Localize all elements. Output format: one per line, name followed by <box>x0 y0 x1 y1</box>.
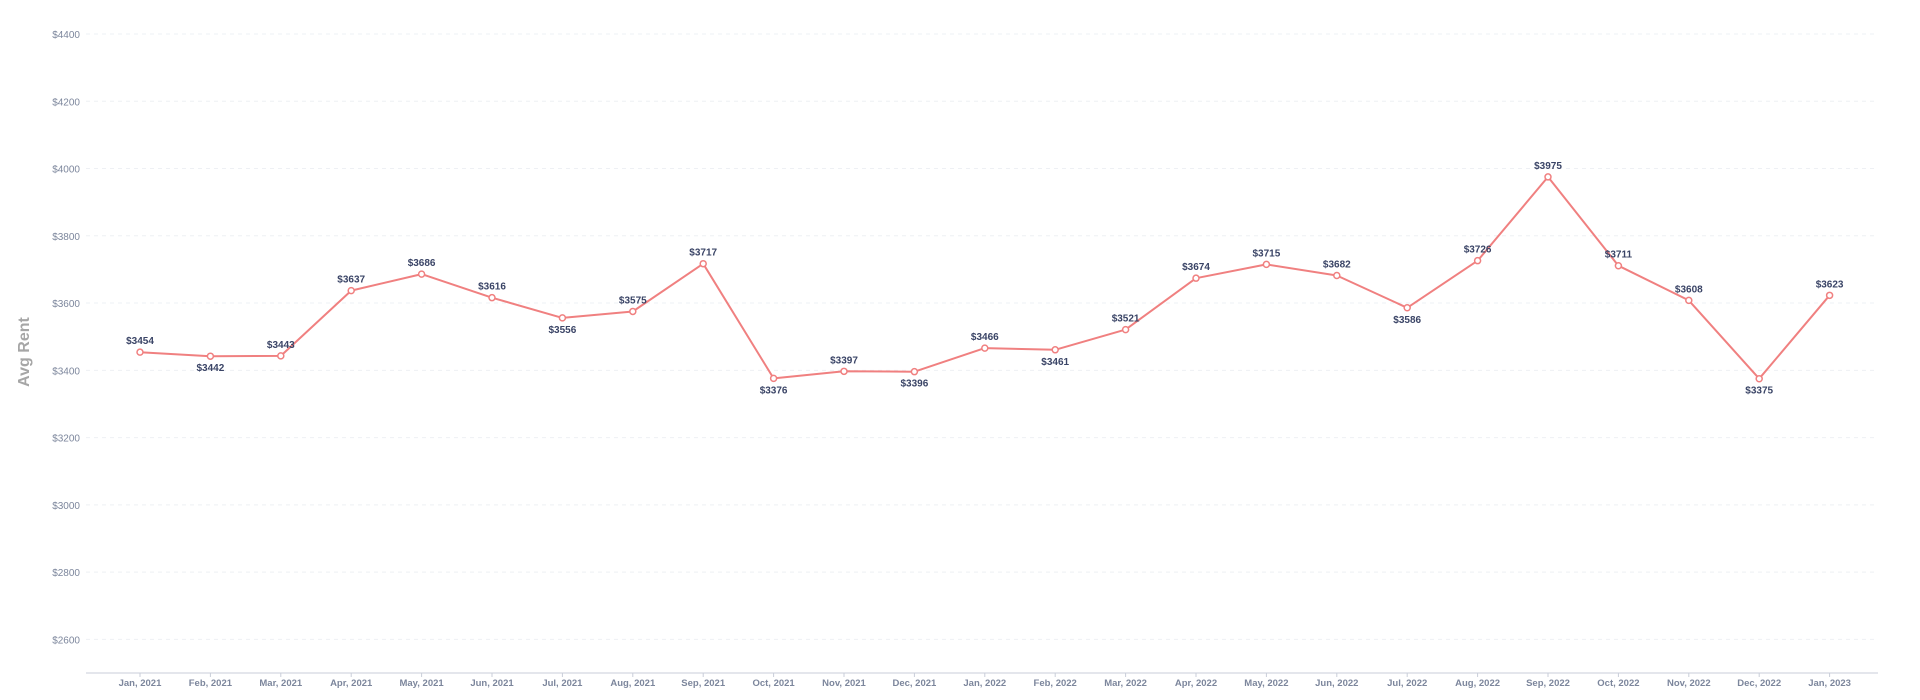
data-point[interactable] <box>488 293 496 302</box>
grid-layer <box>86 33 1878 640</box>
y-tick-label: $3600 <box>52 299 80 310</box>
y-tick-label: $3000 <box>52 501 80 512</box>
y-tick-label: $3200 <box>52 434 80 445</box>
data-point[interactable] <box>981 344 989 352</box>
y-tick-label: $3400 <box>52 366 80 377</box>
data-label: $3608 <box>1675 284 1703 295</box>
x-tick-label: Jan, 2023 <box>1808 678 1851 689</box>
data-label: $3556 <box>548 325 576 336</box>
data-point[interactable] <box>1473 256 1482 265</box>
data-label: $3521 <box>1112 314 1140 325</box>
data-label: $3575 <box>619 295 647 306</box>
data-point[interactable] <box>206 352 215 360</box>
data-labels: $3454 $3442 $3443 $3637 $3686 $3616 $3556 $3575… <box>126 161 1844 397</box>
x-tick-label: Jan, 2021 <box>119 678 162 689</box>
data-point[interactable] <box>1614 261 1623 270</box>
data-label: $3715 <box>1252 248 1280 259</box>
data-label: $3586 <box>1393 315 1421 326</box>
data-point[interactable] <box>699 259 707 268</box>
y-tick-label: $4400 <box>52 30 80 41</box>
data-point[interactable] <box>769 374 778 383</box>
x-tick-label: Jan, 2022 <box>963 678 1006 689</box>
data-point[interactable] <box>1333 271 1341 280</box>
data-point[interactable] <box>347 286 355 295</box>
data-label: $3454 <box>126 336 154 347</box>
x-tick-label: Oct, 2021 <box>752 678 795 689</box>
data-label: $3637 <box>337 275 365 286</box>
x-tick-label: Sep, 2022 <box>1526 678 1570 689</box>
data-label: $3376 <box>760 385 788 396</box>
data-label: $3726 <box>1464 245 1492 256</box>
x-tick-label: Mar, 2022 <box>1104 678 1147 689</box>
data-label: $3461 <box>1041 357 1069 368</box>
data-point[interactable] <box>417 270 426 278</box>
data-label: $3466 <box>971 332 999 343</box>
x-tick-label: Apr, 2022 <box>1175 678 1217 689</box>
data-label: $3442 <box>196 363 224 374</box>
y-axis: $2600 $2800 $3000 $3200 $3400 $3600 $3800 $4000… <box>52 30 80 646</box>
data-label: $3616 <box>478 282 506 293</box>
y-tick-label: $4200 <box>52 97 80 108</box>
x-tick-label: Aug, 2021 <box>610 678 656 689</box>
x-tick-label: Jun, 2022 <box>1315 678 1358 689</box>
data-point[interactable] <box>136 348 144 356</box>
data-label: $3443 <box>267 340 295 351</box>
data-point[interactable] <box>1121 325 1130 334</box>
data-label: $3711 <box>1605 250 1633 261</box>
data-point[interactable] <box>629 307 637 316</box>
x-tick-label: Feb, 2021 <box>189 678 233 689</box>
data-label: $3717 <box>689 248 717 259</box>
data-point[interactable] <box>840 367 848 376</box>
x-tick-label: Feb, 2022 <box>1034 678 1077 689</box>
y-tick-label: $2800 <box>52 568 80 579</box>
data-label: $3623 <box>1816 279 1844 290</box>
data-label: $3682 <box>1323 259 1351 270</box>
x-tick-label: Jul, 2021 <box>542 678 583 689</box>
x-tick-label: Jun, 2021 <box>470 678 514 689</box>
data-point[interactable] <box>1755 374 1763 383</box>
data-point[interactable] <box>1685 296 1693 305</box>
x-tick-label: May, 2022 <box>1244 678 1288 689</box>
data-point[interactable] <box>1192 274 1200 282</box>
data-label: $3674 <box>1182 262 1210 273</box>
x-axis: Jan, 2021 Feb, 2021 Mar, 2021 Apr, 2021 May,… <box>86 672 1878 689</box>
x-tick-label: Dec, 2022 <box>1737 678 1781 689</box>
series-layer <box>136 173 1834 383</box>
x-tick-label: Apr, 2021 <box>330 678 373 689</box>
data-label: $3397 <box>830 355 858 366</box>
data-point[interactable] <box>910 367 919 376</box>
x-tick-label: Dec, 2021 <box>892 678 937 689</box>
x-tick-label: Oct, 2022 <box>1597 678 1639 689</box>
x-tick-label: Nov, 2022 <box>1667 678 1711 689</box>
y-tick-label: $4000 <box>52 165 80 176</box>
data-point[interactable] <box>1544 173 1552 181</box>
data-point[interactable] <box>1825 291 1834 300</box>
x-tick-label: May, 2021 <box>399 678 444 689</box>
data-label: $3975 <box>1534 161 1562 172</box>
data-point[interactable] <box>1262 260 1271 269</box>
x-tick-label: Sep, 2021 <box>681 678 726 689</box>
data-label: $3375 <box>1745 386 1773 397</box>
y-tick-label: $3800 <box>52 232 80 243</box>
data-point[interactable] <box>277 352 285 360</box>
data-label: $3686 <box>408 258 436 269</box>
y-axis-title: Avg Rent <box>16 317 33 387</box>
x-tick-label: Jul, 2022 <box>1387 678 1427 689</box>
data-point[interactable] <box>1051 346 1059 354</box>
data-point[interactable] <box>558 314 567 322</box>
y-tick-label: $2600 <box>52 635 80 646</box>
x-tick-label: Aug, 2022 <box>1455 678 1500 689</box>
data-point[interactable] <box>1403 304 1411 312</box>
x-tick-label: Mar, 2021 <box>259 678 302 689</box>
data-label: $3396 <box>900 379 928 390</box>
x-tick-label: Nov, 2021 <box>822 678 866 689</box>
